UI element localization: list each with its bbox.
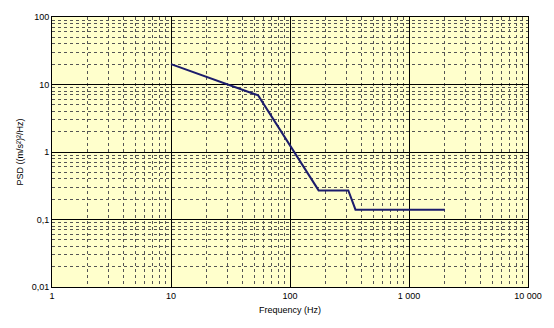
svg-text:10 000: 10 000 [514,291,542,301]
svg-text:0,01: 0,01 [32,282,50,292]
svg-text:10: 10 [39,80,49,90]
svg-text:1 000: 1 000 [398,291,421,301]
svg-text:1: 1 [44,147,49,157]
svg-text:1: 1 [49,291,54,301]
svg-text:IEC: IEC [528,327,540,328]
svg-text:0,1: 0,1 [37,215,50,225]
svg-text:Frequency (Hz): Frequency (Hz) [259,305,321,315]
svg-text:10: 10 [166,291,176,301]
svg-text:100: 100 [34,12,49,22]
svg-text:PSD ((m/s²)²/Hz): PSD ((m/s²)²/Hz) [15,119,25,186]
svg-text:100: 100 [282,291,297,301]
